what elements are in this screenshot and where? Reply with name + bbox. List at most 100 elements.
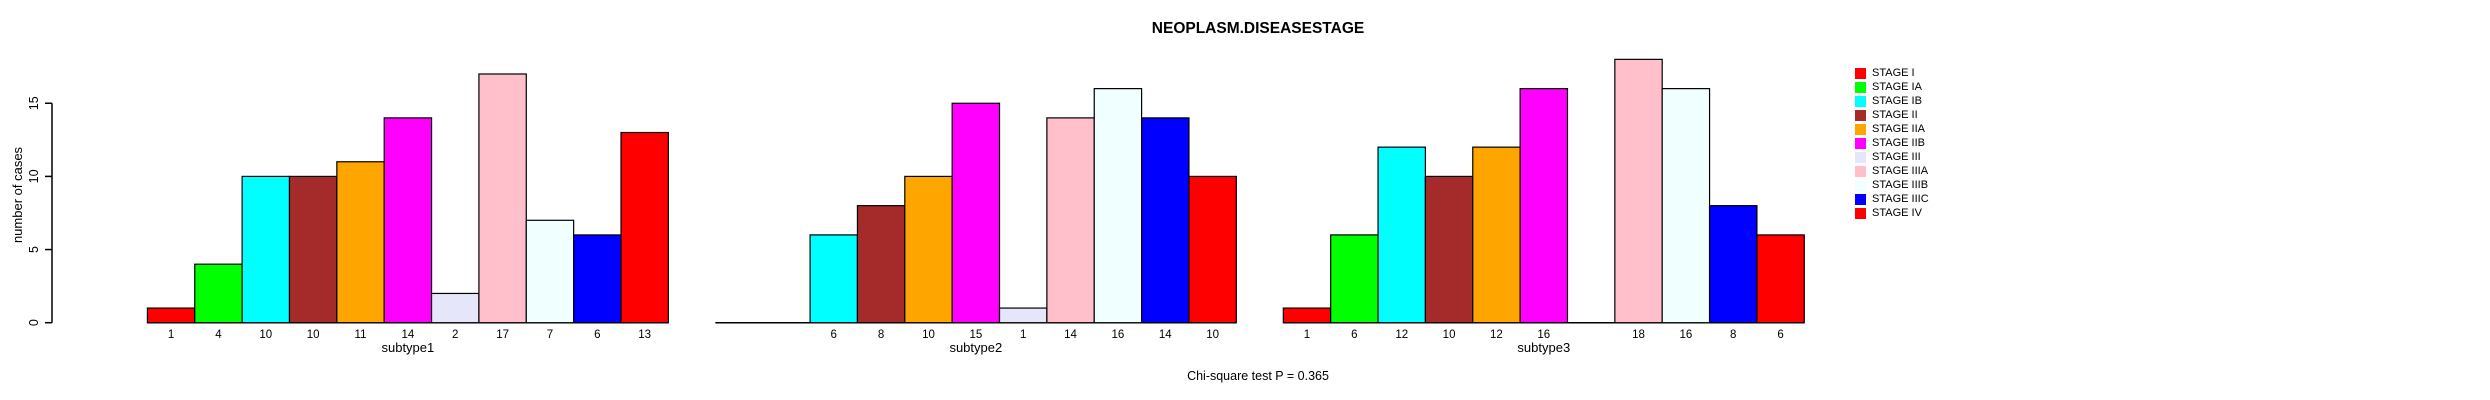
- bar-stage-ia: [194, 263, 243, 324]
- bar-stage-iv: [1756, 234, 1805, 324]
- legend: STAGE I STAGE IA STAGE IB STAGE II STAGE IIA…: [1855, 66, 1929, 220]
- legend-item-label: STAGE IB: [1872, 95, 1922, 107]
- group-label-subtype2: subtype2: [949, 340, 1002, 355]
- bar-value-label: 10: [1443, 329, 1456, 341]
- bar-value-label: 11: [355, 329, 367, 341]
- legend-item: STAGE IIB: [1855, 136, 1929, 150]
- bar-value-label: 16: [1679, 329, 1692, 341]
- bar-stage-i: [146, 307, 196, 324]
- bar-stage-iia: [904, 175, 953, 324]
- bar-value-label: 14: [1064, 329, 1077, 341]
- bar-stage-iiia: [1046, 117, 1095, 324]
- bar-stage-iii: [998, 307, 1048, 324]
- bar-stage-i: [1282, 307, 1332, 324]
- legend-item: STAGE IV: [1855, 206, 1929, 220]
- legend-swatch: [1855, 207, 1866, 219]
- legend-swatch: [1855, 95, 1866, 107]
- bar-stage-ib: [1377, 146, 1427, 324]
- bar-value-label: 10: [1206, 329, 1219, 341]
- bar-value-label: 10: [259, 329, 272, 341]
- bar-value-label: 8: [1730, 329, 1736, 341]
- bar-value-label: 13: [638, 329, 651, 341]
- bar-stage-iib: [1519, 88, 1569, 324]
- y-axis-label: number of cases: [10, 146, 25, 243]
- legend-item-label: STAGE IV: [1872, 207, 1922, 219]
- bar-stage-ii: [288, 175, 338, 324]
- legend-item-label: STAGE I: [1872, 67, 1915, 79]
- bar-value-label: 1: [1020, 329, 1026, 341]
- bar-value-label: 7: [547, 329, 553, 341]
- bar-value-label: 18: [1632, 329, 1645, 341]
- bar-stage-iiia: [478, 73, 527, 324]
- legend-item-label: STAGE IIB: [1872, 137, 1925, 149]
- bar-value-label: 14: [401, 329, 414, 341]
- legend-item: STAGE I: [1855, 66, 1929, 80]
- bar-stage-iia: [1472, 146, 1521, 324]
- y-tick-label: 15: [27, 96, 41, 110]
- bar-stage-iii: [430, 292, 480, 324]
- legend-item-label: STAGE III: [1872, 151, 1921, 163]
- legend-swatch: [1855, 81, 1866, 93]
- chart-title: NEOPLASM.DISEASESTAGE: [1151, 20, 1365, 37]
- group-label-subtype3: subtype3: [1517, 340, 1570, 355]
- legend-item-label: STAGE IIIB: [1872, 179, 1929, 191]
- bar-stage-ib: [809, 234, 859, 324]
- bar-stage-iib: [383, 117, 433, 324]
- bar-value-label: 17: [496, 329, 509, 341]
- bar-stage-iiib: [525, 219, 575, 324]
- bar-value-label: 10: [922, 329, 935, 341]
- legend-swatch: [1855, 137, 1866, 149]
- bar-value-label: 16: [1112, 329, 1125, 341]
- bar-value-label: 6: [831, 329, 837, 341]
- bar-stage-iia: [336, 161, 385, 324]
- bar-stage-iiic: [573, 234, 622, 324]
- legend-item-label: STAGE IA: [1872, 81, 1922, 93]
- bar-stage-iv: [620, 131, 669, 324]
- legend-item: STAGE II: [1855, 108, 1929, 122]
- legend-swatch: [1855, 151, 1866, 163]
- bar-value-label: 10: [307, 329, 320, 341]
- bar-stage-iiic: [1140, 117, 1190, 324]
- legend-swatch: [1855, 123, 1866, 135]
- bar-value-label: 8: [878, 329, 884, 341]
- bar-stage-iib: [951, 102, 1001, 324]
- bar-stage-iiib: [1093, 88, 1143, 324]
- bar-value-label: 1: [1304, 329, 1310, 341]
- legend-item-label: STAGE IIIC: [1872, 193, 1929, 205]
- bar-value-label: 6: [594, 329, 600, 341]
- legend-item: STAGE IIIA: [1855, 164, 1929, 178]
- y-tick-label: 0: [27, 319, 41, 326]
- bar-value-label: 16: [1537, 329, 1550, 341]
- y-tick-label: 5: [27, 246, 41, 253]
- bar-stage-ii: [1424, 175, 1474, 324]
- legend-item: STAGE IA: [1855, 80, 1929, 94]
- bar-value-label: 2: [452, 329, 458, 341]
- bar-stage-iiic: [1708, 205, 1758, 324]
- group-label-subtype1: subtype1: [381, 340, 434, 355]
- legend-item-label: STAGE IIIA: [1872, 165, 1929, 177]
- bar-value-label: 12: [1395, 329, 1408, 341]
- legend-swatch: [1855, 109, 1866, 121]
- bar-value-label: 12: [1490, 329, 1503, 341]
- bar-stage-ii: [856, 205, 906, 324]
- legend-swatch: [1855, 165, 1866, 177]
- y-tick-label: 10: [27, 169, 41, 183]
- legend-item: STAGE IIIB: [1855, 178, 1929, 192]
- bar-stage-ib: [241, 175, 291, 324]
- legend-item-label: STAGE II: [1872, 109, 1918, 121]
- legend-item: STAGE III: [1855, 150, 1929, 164]
- legend-item: STAGE IB: [1855, 94, 1929, 108]
- bar-value-label: 4: [215, 329, 222, 341]
- chi-square-annotation: Chi-square test P = 0.365: [1187, 369, 1329, 383]
- legend-item-label: STAGE IIA: [1872, 123, 1925, 135]
- bar-stage-iiia: [1614, 58, 1663, 324]
- bar-stage-iv: [1188, 175, 1237, 324]
- bar-value-label: 6: [1777, 329, 1783, 341]
- legend-item: STAGE IIA: [1855, 122, 1929, 136]
- bar-value-label: 6: [1351, 329, 1357, 341]
- bar-stage-iiib: [1661, 88, 1711, 324]
- bar-value-label: 14: [1159, 329, 1172, 341]
